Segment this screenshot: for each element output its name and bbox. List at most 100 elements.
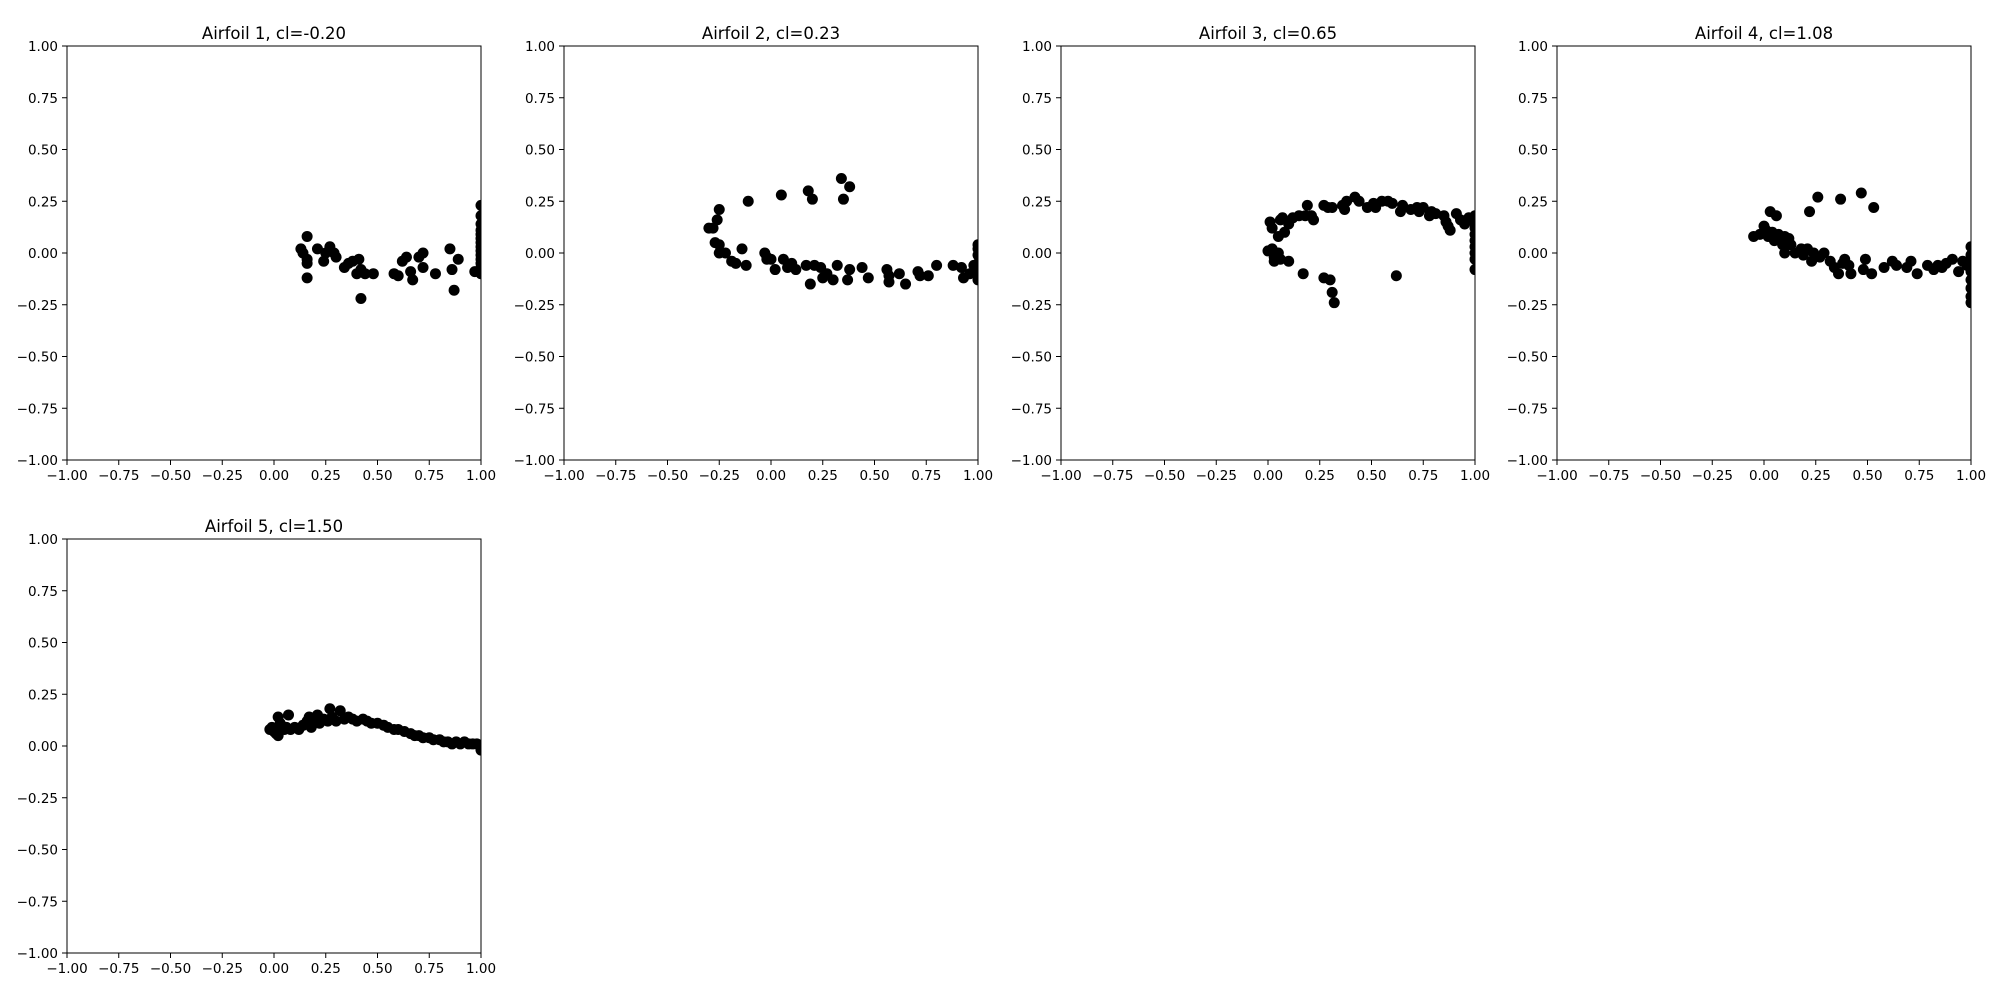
y-tick-label: 0.75 [525, 91, 555, 107]
x-tick-label: 0.25 [311, 961, 341, 977]
data-point [1965, 266, 1971, 278]
y-tick-label: −0.50 [17, 843, 58, 859]
x-tick-label: −0.50 [150, 468, 191, 484]
x-tick-label: −0.75 [1092, 468, 1133, 484]
axes-frame [1060, 45, 1476, 461]
y-tick-label: −0.50 [514, 350, 555, 366]
data-point [1785, 239, 1797, 251]
y-tick-label: 0.50 [1518, 143, 1548, 159]
x-tick-label: −0.25 [202, 961, 243, 977]
y-tick-label: 0.00 [28, 246, 58, 262]
data-point [931, 259, 943, 271]
x-tick-label: −0.25 [202, 468, 243, 484]
data-point [856, 261, 868, 273]
y-tick-label: 1.00 [525, 39, 555, 55]
x-tick-label: 0.75 [414, 961, 444, 977]
scatter-points [1262, 191, 1475, 309]
data-point [417, 261, 429, 273]
x-tick-label: 0.75 [1904, 468, 1934, 484]
data-point [914, 270, 926, 282]
data-point [1843, 259, 1855, 271]
data-point [1890, 259, 1902, 271]
data-point [736, 243, 748, 255]
data-point [900, 278, 912, 290]
y-tick-label: −1.00 [514, 453, 555, 469]
data-point [1417, 201, 1429, 213]
y-tick-label: −1.00 [17, 946, 58, 962]
subplot-5: Airfoil 5, cl=1.50 −1.00−1.00 −0.75 −0.75 −0… [17, 517, 496, 977]
subplot-2: Airfoil 2, cl=0.23 −1.00−1.00 −0.75 −0.75 −0… [514, 24, 993, 484]
data-point [1297, 268, 1309, 280]
data-point [1390, 270, 1402, 282]
data-point [1835, 193, 1847, 205]
y-tick-label: −0.75 [514, 401, 555, 417]
data-point [800, 259, 812, 271]
data-point [955, 261, 967, 273]
data-point [353, 253, 365, 265]
data-point [301, 257, 313, 269]
y-tick-label: 0.25 [1518, 194, 1548, 210]
axes-frame [563, 45, 979, 461]
axes-frame [66, 45, 482, 461]
data-point [1308, 214, 1320, 226]
data-point [775, 189, 787, 201]
subplot-title: Airfoil 5, cl=1.50 [205, 517, 343, 536]
data-point [1326, 286, 1338, 298]
data-point [318, 255, 330, 267]
x-tick-label: −1.00 [46, 961, 87, 977]
x-tick-label: 0.00 [1749, 468, 1779, 484]
data-point [883, 270, 895, 282]
x-tick-label: 0.50 [362, 468, 392, 484]
axes-frame [66, 538, 482, 954]
data-point [400, 251, 412, 263]
data-point [1469, 253, 1475, 265]
x-tick-label: 0.50 [1852, 468, 1882, 484]
data-point [1770, 210, 1782, 222]
data-point [1324, 274, 1336, 286]
data-point [1812, 191, 1824, 203]
x-tick-label: 0.00 [756, 468, 786, 484]
x-tick-label: 0.00 [259, 961, 289, 977]
data-point [1878, 261, 1890, 273]
y-tick-label: 0.75 [28, 91, 58, 107]
data-point [1965, 274, 1971, 286]
data-point [806, 193, 818, 205]
x-tick-label: −0.75 [1588, 468, 1629, 484]
data-point [922, 270, 934, 282]
y-tick-label: 1.00 [28, 532, 58, 548]
x-tick-label: −0.50 [150, 961, 191, 977]
x-tick-label: 0.25 [311, 468, 341, 484]
y-tick-label: −0.75 [1507, 401, 1548, 417]
data-point [1965, 249, 1971, 261]
data-point [837, 193, 849, 205]
data-point [334, 705, 346, 717]
data-point [1859, 253, 1871, 265]
data-point [844, 181, 856, 193]
data-point [862, 272, 874, 284]
data-point [1965, 290, 1971, 302]
data-point [1857, 264, 1869, 276]
data-point [842, 274, 854, 286]
y-tick-label: 0.25 [525, 194, 555, 210]
x-tick-label: −1.00 [543, 468, 584, 484]
y-tick-label: −0.75 [1011, 401, 1052, 417]
y-tick-label: −0.75 [17, 894, 58, 910]
x-tick-label: −0.25 [1692, 468, 1733, 484]
y-tick-label: 0.00 [1518, 246, 1548, 262]
x-tick-label: 0.25 [808, 468, 838, 484]
subplot-4: Airfoil 4, cl=1.08 −1.00−1.00 −0.75 −0.75 −0… [1507, 24, 1986, 484]
data-point [444, 243, 456, 255]
x-tick-label: 1.00 [1956, 468, 1986, 484]
x-tick-label: −0.75 [595, 468, 636, 484]
axes-frame [1556, 45, 1972, 461]
data-point [831, 259, 843, 271]
data-point [802, 185, 814, 197]
data-point [355, 293, 367, 305]
data-point [446, 264, 458, 276]
x-tick-label: −0.75 [98, 961, 139, 977]
x-tick-label: 1.00 [1460, 468, 1490, 484]
x-tick-label: −0.50 [647, 468, 688, 484]
data-point [1965, 257, 1971, 269]
x-tick-label: 0.75 [1408, 468, 1438, 484]
